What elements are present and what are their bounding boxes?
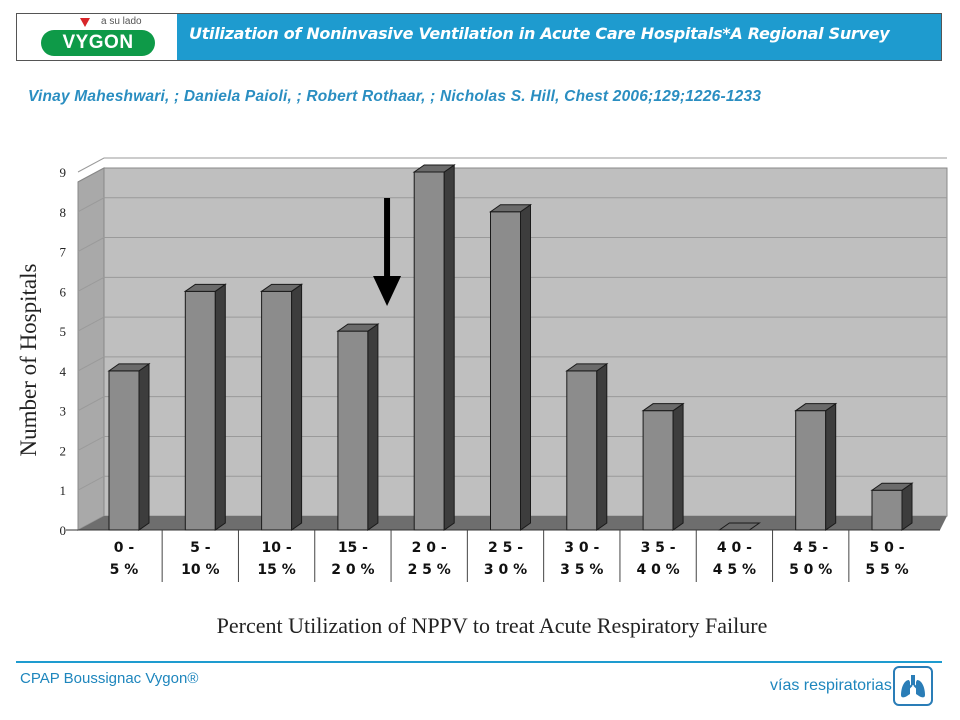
bar-front (795, 410, 827, 531)
bar (336, 323, 380, 531)
gridline (77, 316, 947, 332)
bar-top (565, 363, 609, 372)
x-tick-label: 2 5 % (408, 562, 451, 578)
bar-side (825, 402, 837, 531)
bar (260, 283, 304, 531)
bar (412, 164, 456, 531)
bar-front (337, 330, 369, 531)
x-tick-label: 3 5 % (560, 562, 603, 578)
x-tick-label: 5 5 % (865, 562, 908, 578)
bar-top (641, 403, 685, 412)
x-tick-label: 10 % (181, 562, 219, 578)
x-tick-label: 5 - (190, 540, 211, 556)
x-tick-label: 15 % (257, 562, 295, 578)
bar-front (566, 370, 598, 531)
x-tick-label: 2 5 - (488, 540, 523, 556)
plot-side-wall (77, 167, 105, 531)
y-tick-label: 8 (60, 205, 67, 220)
footer-divider (16, 661, 942, 663)
x-tick-label: 5 0 - (869, 540, 904, 556)
x-tick-label: 2 0 - (412, 540, 447, 556)
x-tick-label: 4 5 % (713, 562, 756, 578)
x-tick-label: 2 0 % (331, 562, 374, 578)
bar-side (291, 283, 303, 531)
header-bar: a su lado VYGON Utilization of Noninvasi… (16, 13, 942, 61)
logo-heart-icon (80, 18, 90, 27)
footer-brand: CPAP Boussignac Vygon® (20, 670, 199, 687)
bar-front (413, 171, 445, 531)
bar-top (336, 323, 380, 332)
bar-side (901, 482, 913, 531)
bar-top (107, 363, 151, 372)
bar (107, 362, 151, 531)
bar-front (184, 290, 216, 531)
vygon-logo: a su lado VYGON (17, 14, 178, 60)
slide-title: Utilization of Noninvasive Ventilation i… (177, 14, 941, 60)
logo-wordmark: VYGON (41, 30, 155, 56)
x-tick-label: 3 0 - (564, 540, 599, 556)
y-tick-label: 9 (60, 165, 67, 180)
citation-authors: Vinay Maheshwari, ; Daniela Paioli, ; Ro… (28, 88, 762, 105)
bar (794, 402, 838, 531)
bar-side (520, 203, 531, 531)
y-tick-label: 3 (60, 404, 67, 419)
y-tick-label: 6 (60, 284, 67, 299)
bar-top (870, 482, 914, 491)
bar-top (794, 403, 838, 412)
gridline (77, 237, 947, 252)
bar-top (183, 283, 227, 292)
x-tick-label: 15 - (338, 540, 368, 556)
gridline (77, 396, 947, 412)
bar-side (672, 402, 684, 531)
bar-top (260, 283, 304, 292)
x-tick-label: 4 5 - (793, 540, 828, 556)
down-arrow-icon (373, 198, 402, 306)
x-tick-label: 3 5 - (641, 540, 676, 556)
bar-top (412, 164, 456, 173)
footer-section: vías respiratorias (770, 677, 892, 694)
bar (183, 283, 227, 531)
bar (565, 362, 609, 531)
y-tick-label: 2 (60, 443, 67, 458)
x-tick-label: 4 0 % (636, 562, 679, 578)
plot-area: 0 1 2 3 4 5 6 7 8 9 0 - 5 % 5 - 10 % 10 - 15 % 15 - 2 0 %… (60, 157, 948, 582)
y-tick-label: 7 (60, 245, 67, 260)
bar (641, 402, 685, 531)
bar (717, 522, 761, 531)
gridline (77, 356, 947, 372)
y-tick-label: 0 (60, 523, 67, 538)
bar-top (717, 522, 761, 531)
x-tick-label: 10 - (262, 540, 292, 556)
bar (870, 482, 914, 531)
y-tick-label: 1 (60, 483, 67, 498)
bar-side (596, 362, 608, 531)
bar-chart: 0 1 2 3 4 5 6 7 8 9 0 - 5 % 5 - 10 % 10 - 15 % 15 - 2 0 %… (16, 157, 948, 638)
x-tick-label: 0 - (114, 540, 135, 556)
bar-side (443, 164, 455, 531)
x-tick-label: 3 0 % (484, 562, 527, 578)
y-tick-label: 5 (60, 324, 67, 339)
gridline (77, 276, 947, 292)
bar (488, 203, 533, 531)
gridline (77, 197, 947, 213)
logo-tagline: a su lado (101, 16, 142, 27)
bar-side (367, 323, 379, 531)
x-tick-label: 4 0 - (717, 540, 752, 556)
y-tick-label: 4 (60, 364, 67, 379)
bar-front (261, 290, 293, 531)
y-axis-label: Number of Hospitals (16, 263, 41, 456)
bar-top (488, 204, 533, 213)
x-axis-label: Percent Utilization of NPPV to treat Acu… (217, 613, 768, 638)
bar-side (138, 362, 150, 531)
x-tick-label: 5 % (110, 562, 139, 578)
lungs-icon (893, 666, 933, 706)
bar-front (108, 370, 140, 531)
x-tick-label: 5 0 % (789, 562, 832, 578)
bar-front (490, 211, 521, 531)
bar-front (871, 489, 903, 531)
bar-side (214, 283, 226, 531)
gridline (77, 157, 947, 173)
bar-front (642, 410, 674, 531)
